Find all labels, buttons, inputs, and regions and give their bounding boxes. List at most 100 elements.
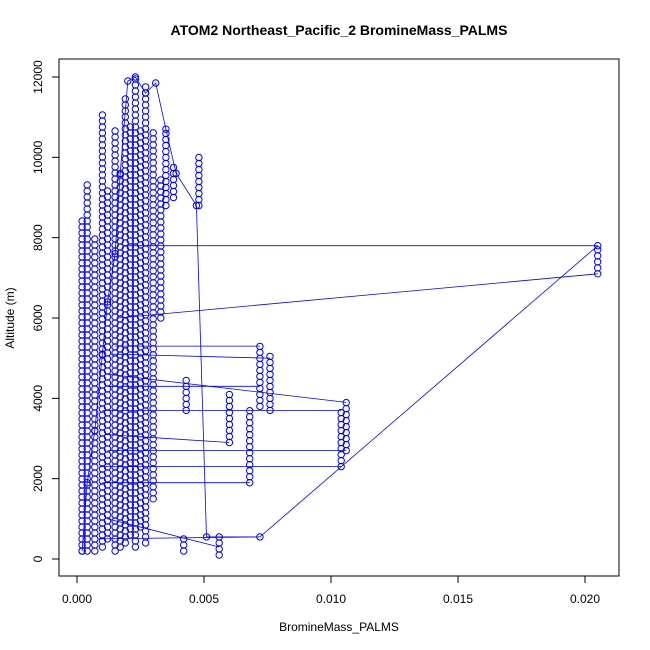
data-point bbox=[149, 483, 157, 491]
y-tick-label: 2000 bbox=[31, 465, 45, 492]
data-point bbox=[256, 396, 264, 405]
data-point bbox=[91, 247, 99, 255]
data-point bbox=[111, 127, 119, 135]
data-point bbox=[131, 105, 140, 113]
data-point bbox=[149, 333, 157, 341]
data-column bbox=[141, 83, 150, 547]
data-point bbox=[91, 391, 99, 399]
data-point bbox=[157, 230, 165, 238]
data-point bbox=[91, 535, 99, 543]
data-point bbox=[157, 296, 165, 304]
data-point bbox=[98, 171, 107, 179]
data-point bbox=[91, 463, 99, 471]
data-point bbox=[149, 249, 157, 257]
data-point bbox=[91, 445, 99, 453]
data-point bbox=[180, 541, 188, 549]
data-point bbox=[91, 379, 99, 387]
data-point bbox=[169, 175, 178, 184]
series-link bbox=[117, 273, 598, 319]
data-point bbox=[141, 533, 150, 541]
data-point bbox=[225, 402, 234, 411]
data-point bbox=[149, 321, 157, 329]
data-point bbox=[157, 236, 165, 244]
data-point bbox=[149, 399, 157, 407]
data-point bbox=[149, 285, 157, 293]
data-point bbox=[91, 373, 99, 381]
data-point bbox=[149, 261, 157, 269]
data-point bbox=[149, 165, 157, 173]
data-point bbox=[149, 267, 157, 275]
data-point bbox=[195, 153, 203, 162]
data-point bbox=[225, 390, 234, 399]
data-point bbox=[91, 426, 99, 435]
data-point bbox=[98, 165, 107, 173]
x-tick-label: 0.020 bbox=[570, 592, 600, 606]
data-point bbox=[180, 547, 188, 555]
data-point bbox=[149, 441, 157, 449]
data-point bbox=[195, 183, 203, 192]
data-point bbox=[91, 283, 99, 291]
data-point bbox=[149, 411, 157, 419]
data-point bbox=[98, 123, 107, 131]
data-column bbox=[342, 398, 350, 455]
data-point bbox=[149, 315, 157, 323]
data-point bbox=[256, 366, 264, 375]
data-point bbox=[91, 385, 99, 393]
data-point bbox=[337, 456, 345, 465]
data-point bbox=[91, 253, 99, 261]
data-column bbox=[594, 246, 602, 278]
data-point bbox=[141, 113, 150, 121]
data-point bbox=[91, 259, 99, 267]
data-column bbox=[337, 408, 345, 471]
data-point bbox=[256, 360, 264, 369]
data-column bbox=[266, 352, 274, 415]
data-point bbox=[192, 201, 201, 210]
data-point bbox=[149, 495, 157, 503]
x-axis: 0.000 0.005 0.010 0.015 0.020 bbox=[62, 575, 600, 606]
data-point bbox=[266, 352, 274, 361]
data-point bbox=[149, 417, 157, 425]
data-point bbox=[225, 396, 234, 405]
x-tick-label: 0.005 bbox=[189, 592, 219, 606]
data-point bbox=[149, 363, 157, 371]
data-point bbox=[91, 235, 99, 243]
data-point bbox=[162, 171, 170, 180]
data-column bbox=[195, 153, 203, 210]
data-point bbox=[91, 433, 99, 441]
y-axis-label: Altitude (m) bbox=[3, 287, 17, 348]
y-axis: 0 2000 4000 6000 8000 10000 12000 bbox=[31, 60, 60, 562]
data-point bbox=[157, 284, 165, 292]
data-point bbox=[91, 541, 99, 549]
data-point bbox=[149, 183, 157, 191]
data-point bbox=[256, 402, 264, 411]
data-point bbox=[246, 419, 254, 427]
data-point bbox=[157, 254, 165, 262]
data-point bbox=[126, 123, 135, 131]
data-point bbox=[141, 83, 150, 91]
data-point bbox=[149, 237, 157, 245]
data-column bbox=[126, 123, 135, 539]
data-point bbox=[91, 439, 99, 447]
data-point bbox=[157, 218, 165, 226]
data-point bbox=[91, 325, 99, 333]
data-point bbox=[141, 89, 150, 97]
data-point bbox=[136, 127, 145, 135]
data-point bbox=[78, 547, 86, 555]
data-point bbox=[172, 169, 180, 178]
data-point bbox=[91, 487, 99, 495]
data-point bbox=[162, 165, 170, 174]
data-point bbox=[91, 241, 99, 249]
data-point bbox=[246, 431, 254, 439]
data-point bbox=[337, 408, 345, 417]
data-point bbox=[111, 145, 119, 153]
data-point bbox=[149, 189, 157, 197]
data-point bbox=[225, 432, 234, 441]
data-point bbox=[149, 471, 157, 479]
data-point bbox=[131, 99, 140, 107]
data-point bbox=[152, 79, 160, 87]
data-point bbox=[149, 381, 157, 389]
series-link bbox=[107, 373, 347, 403]
data-point bbox=[91, 277, 99, 285]
data-point bbox=[149, 213, 157, 221]
data-point bbox=[131, 543, 140, 551]
